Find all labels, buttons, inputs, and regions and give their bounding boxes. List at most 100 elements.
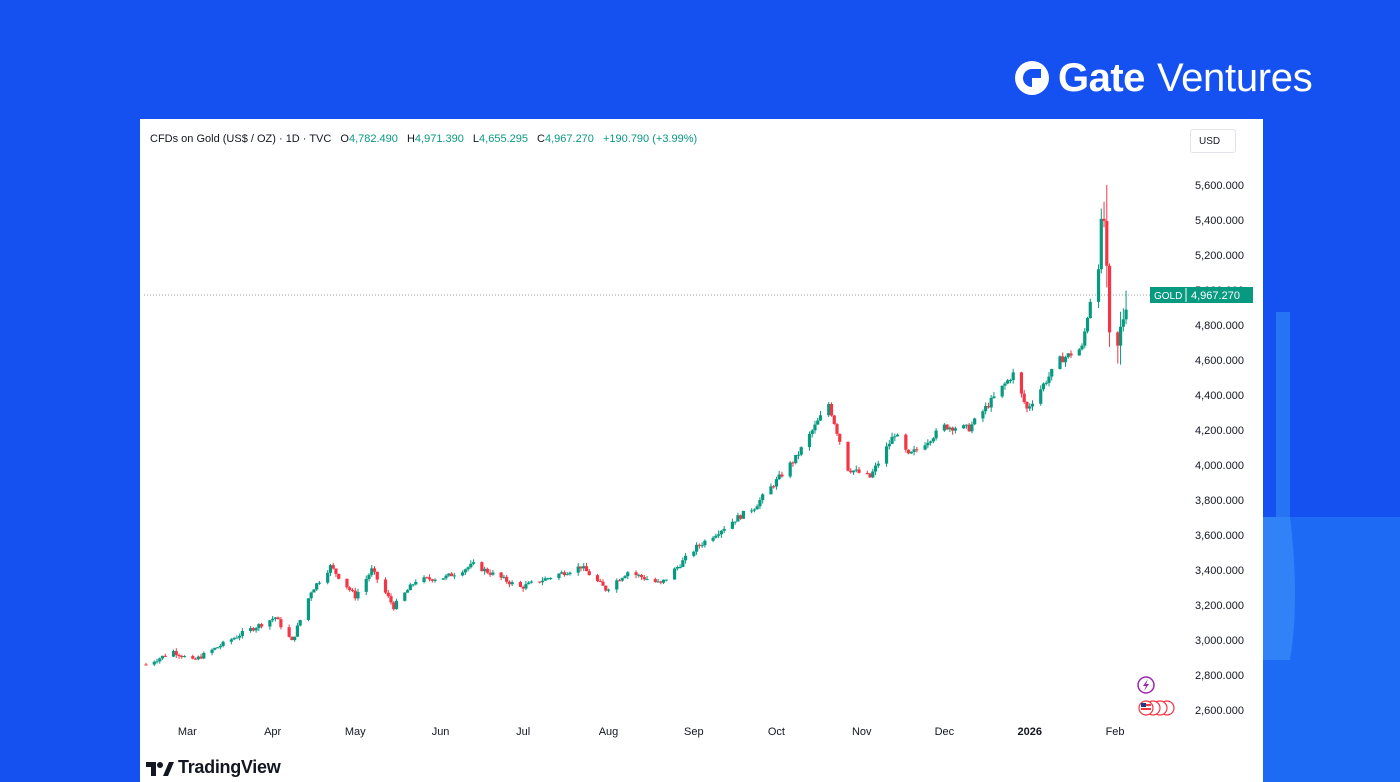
candle-body [948, 427, 952, 430]
candle [1105, 185, 1109, 288]
candle-body [912, 449, 916, 452]
candle-body [191, 656, 195, 659]
candle [780, 471, 784, 478]
candle [1061, 352, 1065, 363]
candle [953, 426, 957, 434]
candle-body [1096, 269, 1101, 302]
candle-body [144, 664, 148, 666]
candle [238, 633, 242, 641]
symbol-title[interactable]: CFDs on Gold (US$ / OZ) · 1D · TVC [150, 133, 332, 145]
candle-body [315, 583, 319, 590]
x-tick-label: Mar [178, 726, 197, 738]
candle [469, 560, 473, 569]
candle [827, 401, 831, 417]
candle-body [510, 582, 514, 585]
candle [485, 567, 489, 574]
tradingview-logo[interactable]: TradingView [146, 757, 281, 778]
candle-body [557, 573, 561, 579]
candle-body [524, 584, 528, 589]
candle-body [579, 566, 583, 569]
price-chart[interactable]: 2,600.000 2,800.000 3,000.000 3,200.000 3,40… [140, 119, 1263, 782]
candle [218, 643, 222, 650]
currency-selector[interactable]: USD [1190, 129, 1236, 153]
candle-body [981, 411, 985, 419]
candle [719, 529, 723, 538]
candle [331, 562, 335, 570]
candle-body [620, 578, 624, 581]
candle [499, 572, 503, 581]
candle-body [576, 566, 580, 573]
candle-body [271, 618, 275, 621]
candle [449, 572, 454, 577]
candle-body [469, 563, 473, 568]
gate-logo-icon [1015, 61, 1049, 95]
candle-body [452, 575, 456, 577]
candle [851, 470, 856, 475]
candle-body [447, 573, 451, 576]
candle-body [887, 443, 891, 447]
candle-body [791, 462, 795, 464]
candle-body [741, 510, 746, 519]
candle [483, 566, 487, 575]
candle-body [1077, 349, 1081, 356]
y-tick-label: 3,000.000 [1195, 635, 1244, 647]
candle-body [158, 658, 162, 662]
candle-body [1000, 385, 1004, 397]
candle [328, 563, 333, 577]
x-tick-label: Apr [264, 726, 281, 738]
candle-body [717, 534, 721, 536]
y-tick-label: 5,600.000 [1195, 180, 1244, 192]
candle [929, 440, 933, 446]
candle [510, 580, 514, 587]
candle-body [601, 581, 605, 586]
candle [714, 533, 718, 539]
candle [692, 550, 696, 558]
candle [427, 574, 432, 582]
candle-body [232, 638, 236, 640]
candle-body [623, 576, 627, 579]
candle-body [213, 647, 217, 650]
candle [527, 581, 531, 585]
candle-body [152, 661, 156, 665]
candle [375, 571, 379, 583]
candle-body [873, 465, 878, 472]
candle-body [218, 645, 222, 648]
candle [232, 636, 236, 641]
candle-body [177, 654, 181, 656]
candle [383, 577, 388, 595]
candle-body [155, 661, 159, 663]
candle-body [309, 592, 313, 599]
candle-body [202, 652, 206, 659]
low-value: 4,655.295 [479, 133, 528, 145]
candle-body [174, 651, 178, 655]
candle-body [1019, 372, 1024, 394]
candle-body [681, 560, 685, 567]
candle [353, 587, 357, 601]
candle-body [683, 555, 688, 561]
candle [1107, 263, 1112, 347]
candle [634, 570, 638, 579]
lightning-event-icon[interactable] [1137, 676, 1155, 694]
candle [287, 624, 291, 638]
candle-body [334, 568, 338, 574]
candle [565, 571, 569, 576]
candle-body [598, 580, 602, 582]
candle [703, 539, 707, 548]
candle [893, 433, 897, 442]
candle-body [807, 433, 812, 448]
candle [964, 424, 968, 429]
candle [1022, 389, 1026, 404]
candle [890, 432, 894, 444]
economic-events-icon[interactable] [1138, 700, 1175, 716]
candle [1085, 316, 1090, 334]
candle [849, 468, 853, 474]
candle [981, 409, 985, 423]
candle-body [1039, 389, 1043, 404]
candle [626, 571, 630, 580]
candle-body [1102, 218, 1106, 221]
candle-body [1066, 353, 1070, 358]
candle [295, 622, 300, 638]
candle [1088, 298, 1092, 319]
candle [730, 518, 734, 530]
candle [579, 566, 583, 572]
